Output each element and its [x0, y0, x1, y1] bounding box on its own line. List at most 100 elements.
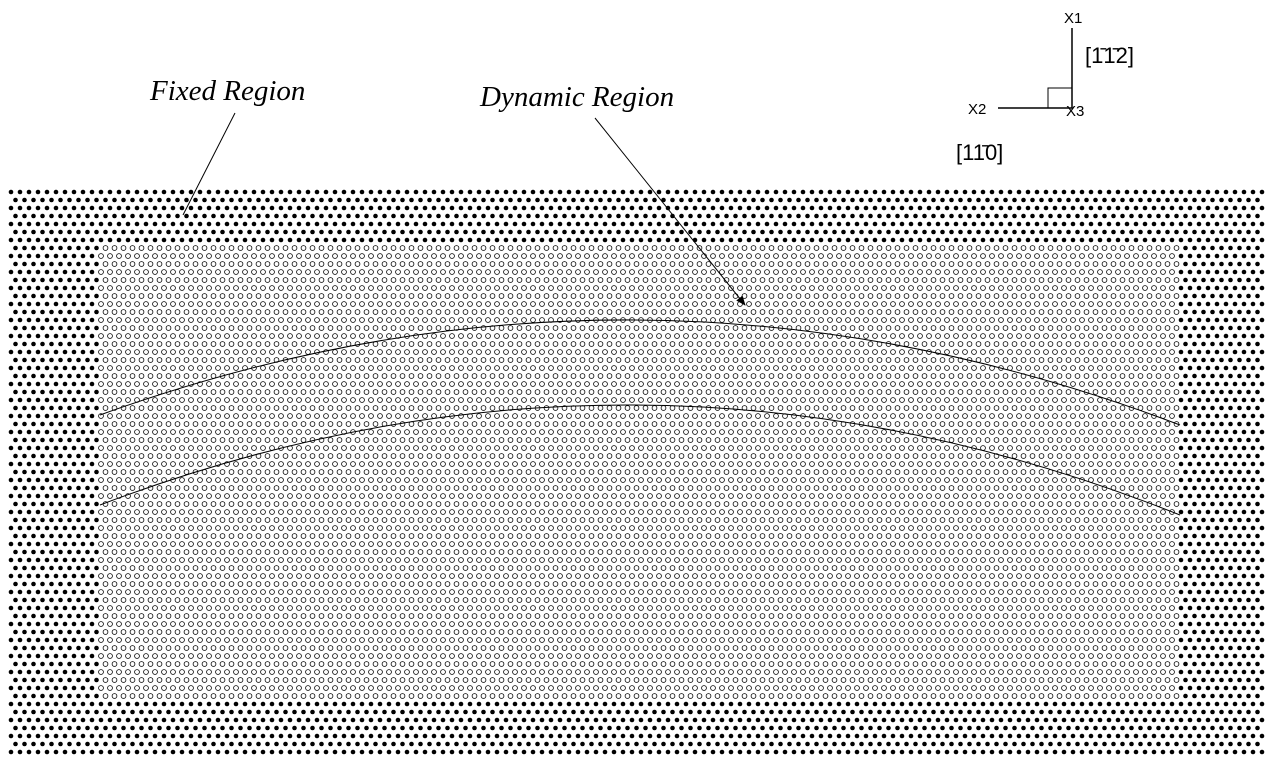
- dynamic-atom: [471, 341, 478, 347]
- dynamic-atom: [1164, 325, 1171, 331]
- dynamic-atom: [152, 333, 158, 339]
- dynamic-atom: [273, 405, 280, 411]
- fixed-atom: [175, 213, 180, 219]
- dynamic-atom: [372, 389, 379, 395]
- dynamic-atom: [777, 373, 784, 379]
- dynamic-atom: [1056, 325, 1063, 331]
- dynamic-atom: [786, 277, 793, 283]
- dynamic-atom: [723, 293, 730, 299]
- dynamic-atom: [1151, 429, 1157, 435]
- dynamic-atom: [665, 445, 671, 451]
- dynamic-atom: [296, 365, 302, 371]
- fixed-atom: [1052, 189, 1058, 195]
- dynamic-atom: [611, 413, 617, 419]
- dynamic-atom: [629, 349, 635, 355]
- fixed-atom: [818, 189, 824, 195]
- dynamic-atom: [953, 349, 959, 355]
- fixed-atom: [539, 221, 545, 227]
- dynamic-atom: [597, 357, 604, 363]
- fixed-atom: [305, 221, 311, 227]
- dynamic-atom: [287, 301, 293, 307]
- dynamic-atom: [759, 389, 766, 395]
- fixed-atom: [589, 213, 594, 219]
- dynamic-atom: [971, 429, 977, 435]
- dynamic-atom: [345, 389, 352, 395]
- dynamic-atom: [404, 365, 410, 371]
- fixed-atom: [31, 437, 36, 443]
- fixed-atom: [1250, 237, 1256, 243]
- fixed-atom: [139, 229, 144, 235]
- fixed-atom: [1115, 237, 1121, 243]
- dynamic-atom: [134, 349, 140, 355]
- dynamic-atom: [930, 309, 937, 315]
- dynamic-atom: [912, 469, 919, 475]
- dynamic-atom: [413, 397, 419, 403]
- dynamic-atom: [881, 461, 887, 467]
- fixed-atom: [827, 237, 833, 243]
- fixed-atom: [94, 229, 99, 235]
- dynamic-atom: [305, 285, 311, 291]
- fixed-atom: [215, 189, 221, 195]
- dynamic-atom: [314, 429, 320, 435]
- dynamic-atom: [1142, 429, 1148, 435]
- fixed-atom: [121, 229, 126, 235]
- dynamic-atom: [341, 381, 347, 387]
- dynamic-atom: [516, 309, 523, 315]
- fixed-atom: [620, 205, 626, 211]
- dynamic-atom: [705, 421, 712, 427]
- fixed-atom: [368, 205, 374, 211]
- dynamic-atom: [489, 469, 496, 475]
- fixed-atom: [1192, 293, 1197, 299]
- dynamic-atom: [615, 245, 622, 251]
- fixed-atom: [656, 221, 662, 227]
- dynamic-atom: [566, 413, 572, 419]
- dynamic-atom: [552, 405, 559, 411]
- dynamic-atom: [615, 309, 622, 315]
- dynamic-atom: [1160, 365, 1166, 371]
- dynamic-atom: [426, 469, 433, 475]
- dynamic-atom: [885, 309, 892, 315]
- dynamic-atom: [854, 285, 860, 291]
- dynamic-atom: [503, 365, 509, 371]
- fixed-atom: [71, 397, 77, 403]
- dynamic-atom: [138, 245, 145, 251]
- fixed-atom: [454, 197, 459, 203]
- fixed-atom: [688, 197, 693, 203]
- dynamic-atom: [669, 389, 676, 395]
- fixed-atom: [184, 197, 189, 203]
- dynamic-atom: [512, 317, 518, 323]
- dynamic-atom: [1146, 261, 1153, 267]
- dynamic-atom: [390, 261, 397, 267]
- dynamic-atom: [755, 317, 761, 323]
- dynamic-atom: [354, 373, 361, 379]
- dynamic-atom: [1020, 469, 1027, 475]
- dynamic-atom: [647, 269, 653, 275]
- dynamic-atom: [206, 397, 212, 403]
- dynamic-atom: [507, 325, 514, 331]
- dynamic-atom: [336, 325, 343, 331]
- dynamic-atom: [260, 413, 266, 419]
- dynamic-atom: [296, 317, 302, 323]
- dynamic-atom: [1164, 373, 1171, 379]
- fixed-atom: [13, 453, 18, 459]
- dynamic-atom: [1038, 309, 1045, 315]
- dynamic-atom: [264, 405, 271, 411]
- dynamic-atom: [377, 429, 383, 435]
- dynamic-atom: [822, 373, 829, 379]
- fixed-atom: [94, 405, 99, 411]
- dynamic-atom: [813, 453, 820, 459]
- fixed-atom: [1178, 285, 1184, 291]
- fixed-atom: [40, 213, 45, 219]
- dynamic-atom: [755, 253, 761, 259]
- fixed-atom: [1178, 461, 1184, 467]
- dynamic-atom: [485, 333, 491, 339]
- dynamic-atom: [111, 373, 118, 379]
- dynamic-atom: [719, 365, 725, 371]
- fixed-atom: [1183, 357, 1188, 363]
- dynamic-atom: [615, 405, 622, 411]
- dynamic-atom: [759, 373, 766, 379]
- dynamic-atom: [354, 261, 361, 267]
- fixed-atom: [1219, 341, 1224, 347]
- dynamic-atom: [408, 261, 415, 267]
- dynamic-atom: [1047, 421, 1054, 427]
